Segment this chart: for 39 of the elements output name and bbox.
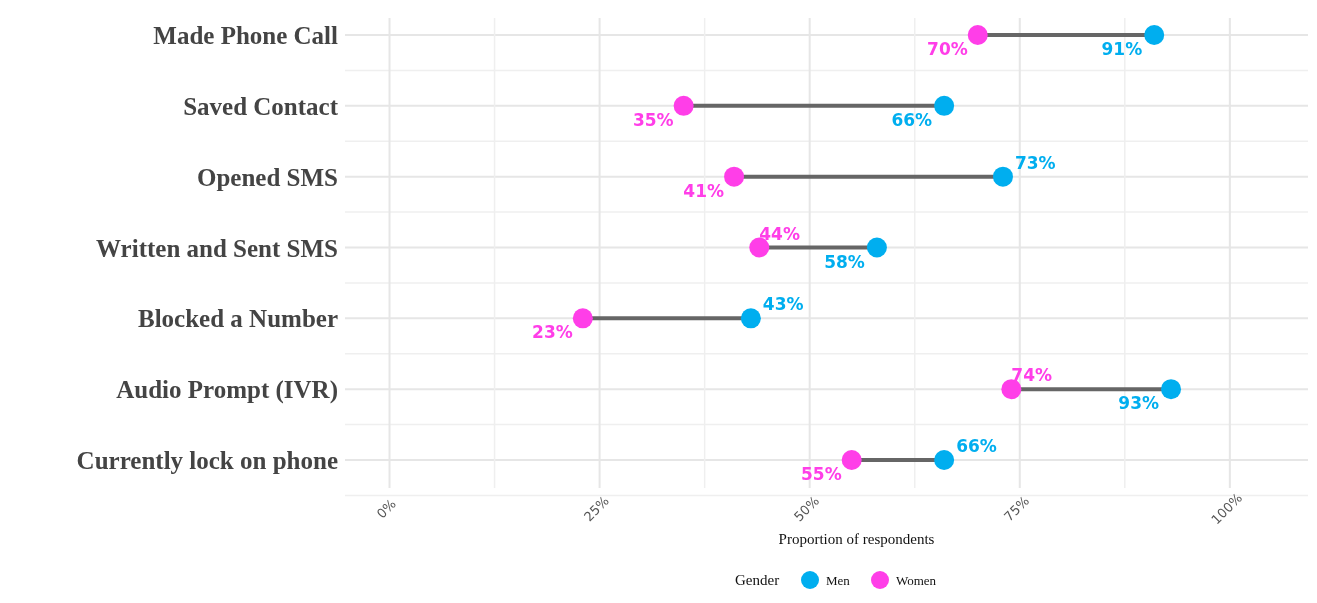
y-tick-label: Opened SMS — [196, 163, 338, 191]
data-label: 44% — [759, 223, 800, 244]
y-tick-label: Blocked a Number — [138, 305, 338, 333]
point — [724, 166, 745, 187]
data-label: 58% — [824, 251, 865, 272]
y-tick-label: Saved Contact — [183, 92, 339, 120]
point — [1161, 379, 1182, 400]
point — [740, 308, 761, 329]
y-tick-label: Currently lock on phone — [76, 447, 338, 474]
data-label: 66% — [891, 109, 933, 130]
point — [1144, 25, 1165, 45]
data-label: 41% — [683, 180, 725, 201]
x-tick-label: 0% — [373, 496, 399, 522]
data-label: 23% — [532, 322, 573, 343]
point — [934, 95, 955, 116]
data-label: 66% — [956, 436, 997, 456]
y-tick-label: Audio Prompt (IVR) — [116, 376, 338, 405]
data-label: 35% — [632, 109, 674, 130]
data-label: 43% — [762, 294, 804, 315]
legend-label: Men — [826, 573, 851, 588]
point — [1001, 379, 1022, 400]
legend-title: Gender — [735, 572, 780, 588]
data-label: 91% — [1101, 39, 1143, 59]
point — [841, 450, 862, 470]
point — [866, 237, 887, 258]
data-label: 70% — [927, 39, 968, 59]
y-tick-label: Written and Sent SMS — [96, 234, 338, 262]
x-axis-title: Proportion of respondents — [778, 531, 935, 547]
legend-label: Women — [896, 573, 937, 588]
data-label: 93% — [1118, 393, 1160, 414]
data-label: 74% — [1011, 365, 1053, 386]
point — [992, 166, 1013, 187]
data-label: 55% — [801, 464, 842, 484]
data-label: 73% — [1014, 152, 1056, 173]
point — [673, 95, 694, 116]
point — [967, 25, 988, 45]
point — [934, 450, 955, 470]
y-tick-label: Made Phone Call — [153, 22, 339, 49]
point — [572, 308, 593, 329]
